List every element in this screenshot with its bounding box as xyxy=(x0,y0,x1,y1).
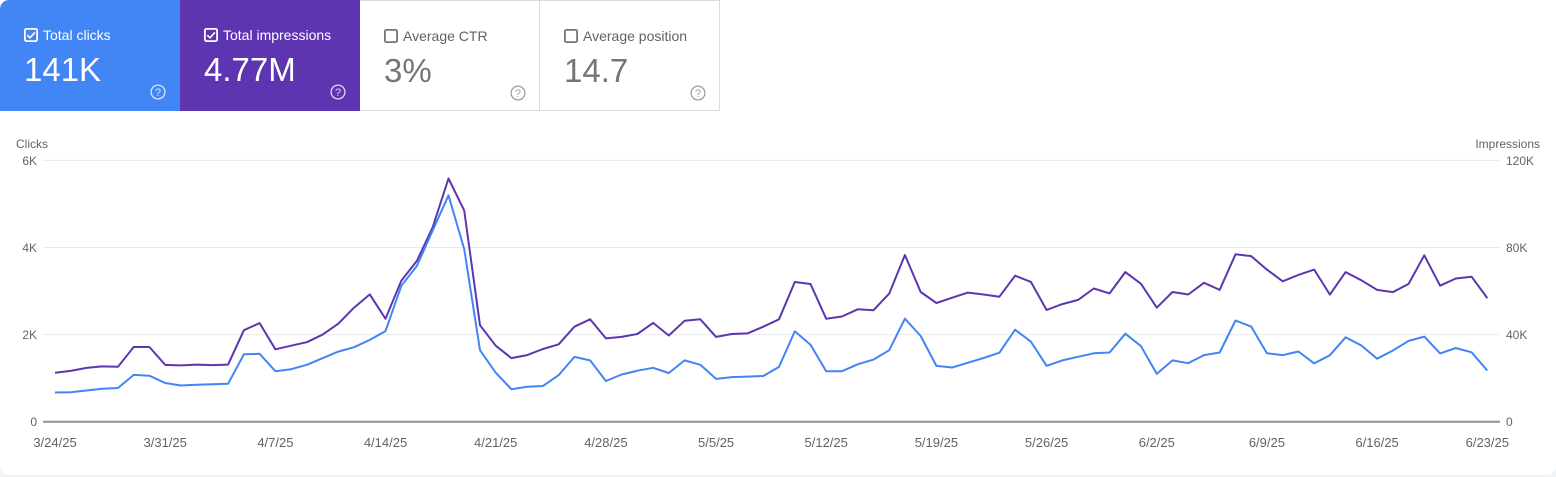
svg-text:?: ? xyxy=(515,88,521,100)
svg-text:?: ? xyxy=(335,87,341,99)
svg-text:?: ? xyxy=(155,87,161,99)
svg-text:?: ? xyxy=(695,88,701,100)
